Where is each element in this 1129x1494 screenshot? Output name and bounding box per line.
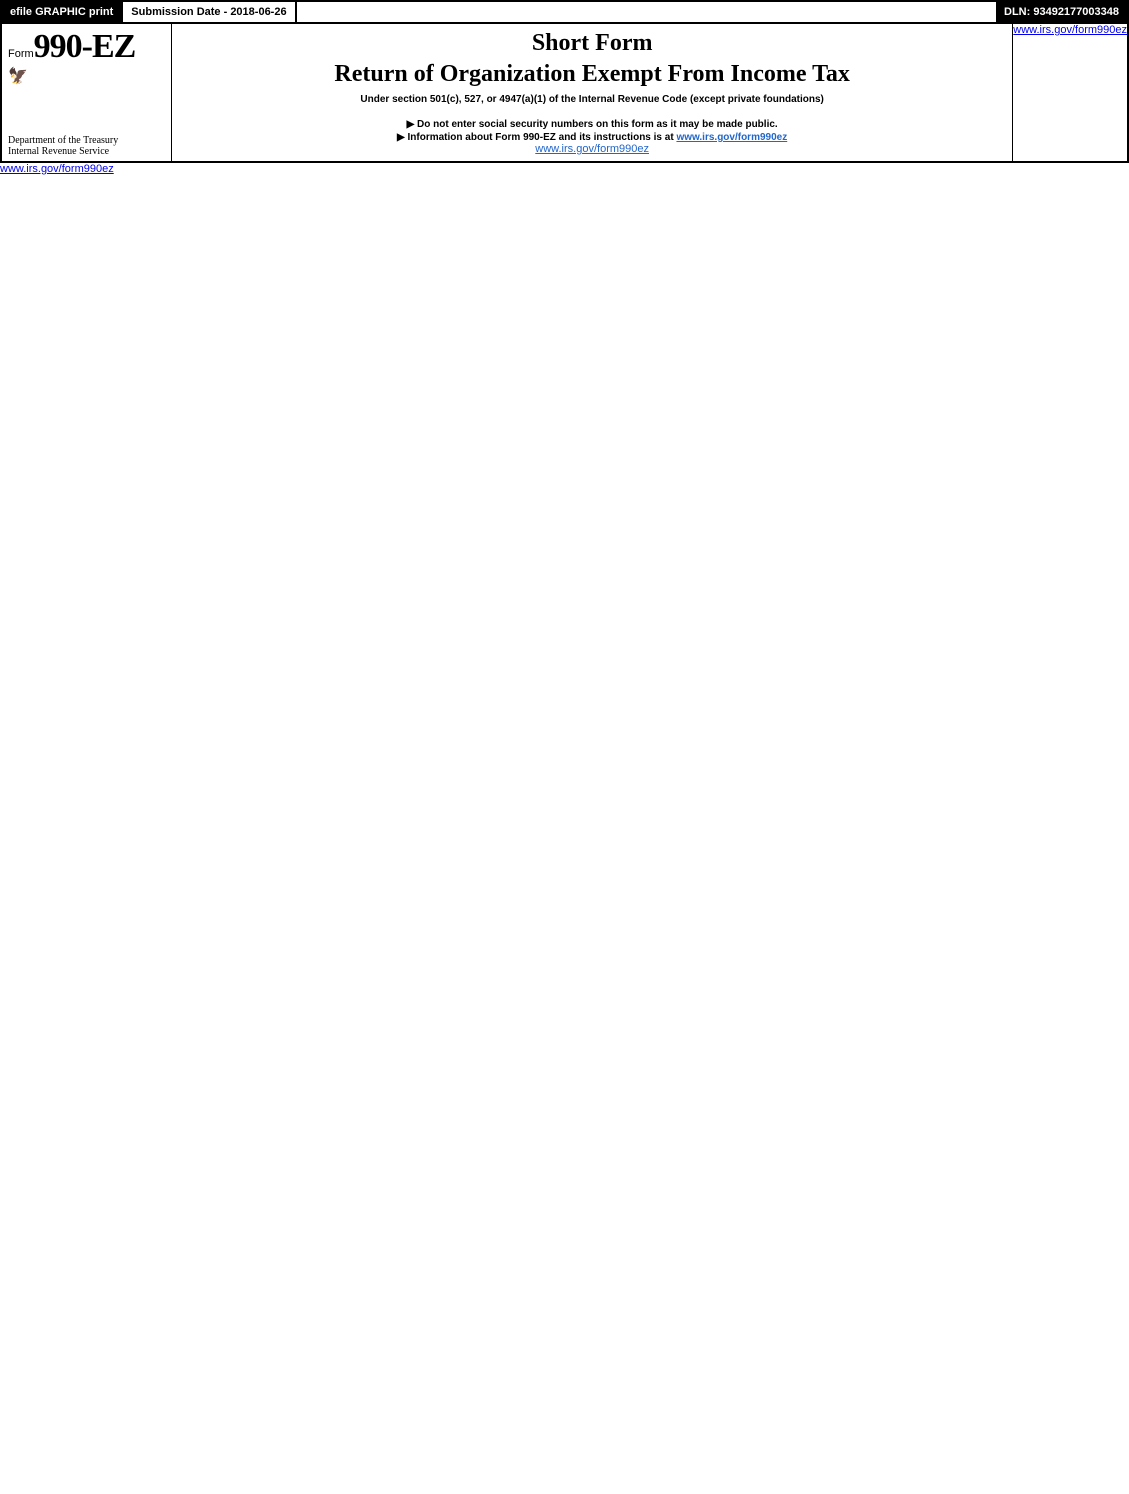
form-number: 990-EZ: [34, 28, 136, 65]
department-block: Department of the Treasury Internal Reve…: [8, 135, 165, 157]
form-990ez: Form990-EZ: [8, 28, 165, 66]
return-title: Return of Organization Exempt From Incom…: [182, 61, 1002, 88]
irs-link[interactable]: www.irs.gov/form990ez: [676, 132, 787, 143]
do-not-ssn: ▶ Do not enter social security numbers o…: [182, 119, 1002, 130]
header-grid: Form990-EZ 🦅 Department of the Treasury …: [0, 24, 1129, 163]
topbar-spacer: [297, 2, 996, 22]
top-bar: efile GRAPHIC print Submission Date - 20…: [0, 0, 1129, 24]
submission-date: Submission Date - 2018-06-26: [123, 2, 296, 22]
info-prefix: ▶ Information about Form 990-EZ and its …: [397, 132, 676, 143]
dept-line1: Department of the Treasury: [8, 135, 165, 146]
under-section: Under section 501(c), 527, or 4947(a)(1)…: [182, 94, 1002, 105]
info-line: ▶ Information about Form 990-EZ and its …: [182, 132, 1002, 143]
irs-link[interactable]: www.irs.gov/form990ez: [535, 143, 649, 155]
short-form-title: Short Form: [182, 30, 1002, 57]
irs-link[interactable]: www.irs.gov/form990ez: [1013, 24, 1127, 161]
efile-label: efile GRAPHIC print: [2, 2, 123, 22]
dln-label: DLN: 93492177003348: [996, 2, 1127, 22]
irs-link[interactable]: www.irs.gov/form990ez: [0, 163, 114, 175]
treasury-seal-icon: 🦅: [8, 66, 165, 86]
center-heading: Short Form Return of Organization Exempt…: [172, 24, 1013, 161]
dept-line2: Internal Revenue Service: [8, 146, 165, 157]
form-number-block: Form990-EZ 🦅 Department of the Treasury …: [2, 24, 172, 161]
form-prefix: Form: [8, 48, 34, 60]
